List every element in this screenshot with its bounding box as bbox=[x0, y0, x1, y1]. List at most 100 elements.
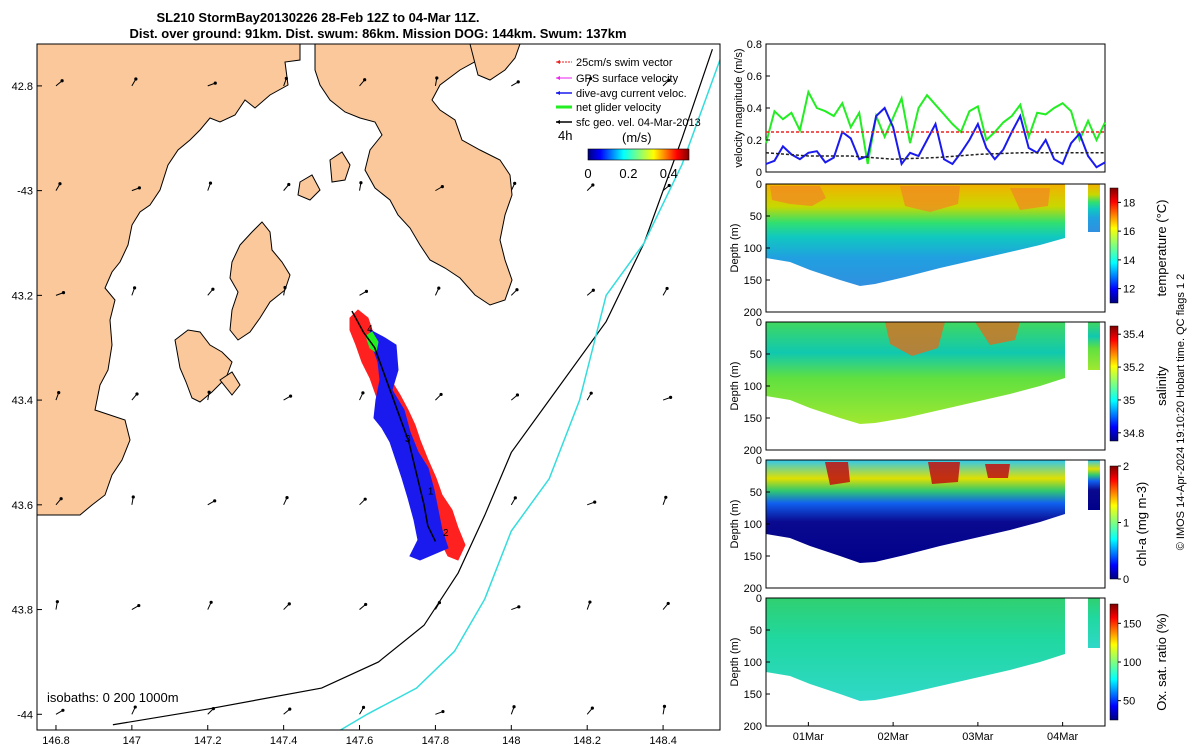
legend-label-sfc: sfc geo. vel. 04-Mar-2013 bbox=[576, 117, 701, 129]
oxygen-section bbox=[766, 598, 1065, 701]
velocity-frame bbox=[765, 43, 1106, 173]
velocity-series-line bbox=[765, 89, 1106, 165]
time-tick-label: 04Mar bbox=[1047, 731, 1079, 743]
sfc-vector-head bbox=[133, 705, 137, 709]
sfc-vector-head bbox=[60, 79, 64, 83]
sfc-vector-head bbox=[667, 183, 671, 188]
sfc-vector-head bbox=[440, 185, 444, 189]
depth-tick-label: 0 bbox=[756, 179, 762, 191]
land-tasman-peninsula bbox=[469, 44, 521, 81]
sfc-vector-head bbox=[588, 77, 593, 81]
legend-label-swim: 25cm/s swim vector bbox=[576, 57, 673, 69]
temperature-block-right bbox=[1088, 184, 1100, 232]
track-marker-label: 1 bbox=[428, 486, 434, 497]
oxygen-colorbar bbox=[1109, 603, 1119, 721]
temperature-colorbar bbox=[1109, 187, 1119, 304]
map-x-tick-label: 146.8 bbox=[42, 735, 70, 747]
sfc-vector-head bbox=[137, 603, 141, 608]
colorbar-tick-label: 35.2 bbox=[1123, 362, 1144, 374]
sfc-vector-head bbox=[516, 80, 520, 84]
time-tick-label: 03Mar bbox=[962, 731, 994, 743]
map-panel: 4 3 1 2 146.8 147 147.2 147.4 147.6 147.8 148 148.… bbox=[12, 43, 721, 747]
sfc-vector-head bbox=[134, 77, 138, 81]
map-y-tick-label: 43.8 bbox=[12, 605, 33, 617]
chla-bloom-patches bbox=[825, 462, 1010, 485]
legend-arrow-sfc bbox=[556, 120, 560, 124]
salinity-colorbar-ticks: 34.8 35 35.2 35.4 bbox=[1118, 329, 1144, 440]
colorbar-tick-label: 34.8 bbox=[1123, 428, 1144, 440]
salinity-colorbar bbox=[1109, 325, 1119, 442]
sfc-vector-head bbox=[590, 706, 594, 710]
map-colorbar-tick-label: 0.4 bbox=[660, 166, 678, 181]
velocity-y-tick-label: 0.8 bbox=[747, 39, 762, 51]
colorbar-tick-label: 18 bbox=[1123, 197, 1135, 209]
depth-tick-label: 0 bbox=[756, 593, 762, 605]
map-x-tick-label: 148 bbox=[502, 735, 520, 747]
salinity-high-patch bbox=[885, 322, 1020, 356]
sfc-vector-head bbox=[591, 183, 595, 187]
sfc-vector-head bbox=[364, 289, 369, 293]
map-y-tick-label: -43 bbox=[17, 186, 33, 198]
colorbar-tick-label: 35 bbox=[1123, 395, 1135, 407]
sfc-vector-head bbox=[211, 287, 215, 291]
depth-tick-label: 0 bbox=[756, 455, 762, 467]
salinity-panel: 0 50 100 150 200 Depth (m) 34.8 35 35.2 35.4 sa… bbox=[729, 317, 1169, 457]
colorbar-tick-label: 0 bbox=[1123, 574, 1129, 586]
colorbar-tick-label: 1 bbox=[1123, 518, 1129, 530]
velocity-series-line bbox=[765, 106, 1106, 169]
map-colorbar-tick-label: 0 bbox=[584, 166, 591, 181]
map-y-ticks: 42.8 -43 43.2 43.4 43.6 43.8 -44 bbox=[12, 81, 42, 721]
temperature-section bbox=[766, 184, 1065, 286]
temperature-warm-patch bbox=[770, 186, 1050, 212]
oxygen-x-ticks: 01Mar 02Mar 03Mar 04Mar bbox=[793, 722, 1079, 743]
sfc-vector-head bbox=[287, 602, 291, 606]
chla-panel: 0 50 100 150 200 Depth (m) 0 1 2 chl-a (mg m-3… bbox=[729, 455, 1149, 595]
depth-tick-label: 200 bbox=[744, 307, 762, 319]
isobath-1000m bbox=[340, 59, 721, 731]
track-interval-label: 4h bbox=[558, 128, 572, 143]
sfc-vector-head bbox=[437, 286, 441, 290]
sfc-vector-head bbox=[61, 291, 66, 295]
colorbar-tick-label: 50 bbox=[1123, 696, 1135, 708]
sfc-vector-head bbox=[517, 605, 521, 609]
track-marker-label: 4 bbox=[367, 324, 373, 335]
depth-tick-label: 100 bbox=[744, 243, 762, 255]
sfc-vector-head bbox=[589, 391, 593, 395]
depth-tick-label: 150 bbox=[744, 275, 762, 287]
sfc-vector-head bbox=[61, 708, 65, 712]
legend-label-current: dive-avg current veloc. bbox=[576, 88, 687, 100]
sfc-vector-head bbox=[439, 392, 443, 397]
sfc-vector-head bbox=[591, 288, 595, 292]
sfc-vector-head bbox=[515, 393, 520, 397]
map-y-tick-label: -44 bbox=[17, 709, 33, 721]
sfc-vector-head bbox=[132, 286, 137, 290]
depth-tick-label: 200 bbox=[744, 445, 762, 457]
sfc-vector-head bbox=[57, 390, 61, 395]
chla-block-right bbox=[1088, 460, 1100, 510]
colorbar-unit-label: (m/s) bbox=[622, 130, 652, 145]
land-south-arm bbox=[229, 221, 291, 341]
map-colorbar bbox=[587, 148, 690, 161]
sfc-vector-head bbox=[363, 497, 367, 501]
track-line bbox=[351, 310, 437, 542]
legend-arrow-swim bbox=[556, 60, 560, 64]
depth-tick-label: 100 bbox=[744, 381, 762, 393]
depth-tick-label: 150 bbox=[744, 551, 762, 563]
temperature-cbar-label: temperature (°C) bbox=[1154, 200, 1169, 297]
oxygen-y-ticks: 0 50 100 150 200 bbox=[744, 593, 770, 733]
map-y-tick-label: 43.2 bbox=[12, 290, 33, 302]
sfc-vector-head bbox=[131, 495, 135, 499]
map-x-tick-label: 147 bbox=[123, 735, 141, 747]
depth-tick-label: 0 bbox=[756, 317, 762, 329]
velocity-panel: 0 0.2 0.4 0.6 0.8 velocity magnitude (m/s) bbox=[733, 39, 1106, 179]
colorbar-tick-label: 12 bbox=[1123, 284, 1135, 296]
map-x-tick-label: 147.6 bbox=[346, 735, 374, 747]
map-y-tick-label: 43.6 bbox=[12, 500, 33, 512]
map-x-tick-label: 147.2 bbox=[194, 735, 222, 747]
oxygen-ylabel: Depth (m) bbox=[729, 638, 741, 687]
sfc-vector-head bbox=[288, 707, 292, 711]
sfc-vector-head bbox=[515, 288, 519, 292]
chla-section bbox=[766, 460, 1065, 563]
chla-y-ticks: 0 50 100 150 200 bbox=[744, 455, 770, 595]
map-x-tick-label: 147.4 bbox=[270, 735, 298, 747]
